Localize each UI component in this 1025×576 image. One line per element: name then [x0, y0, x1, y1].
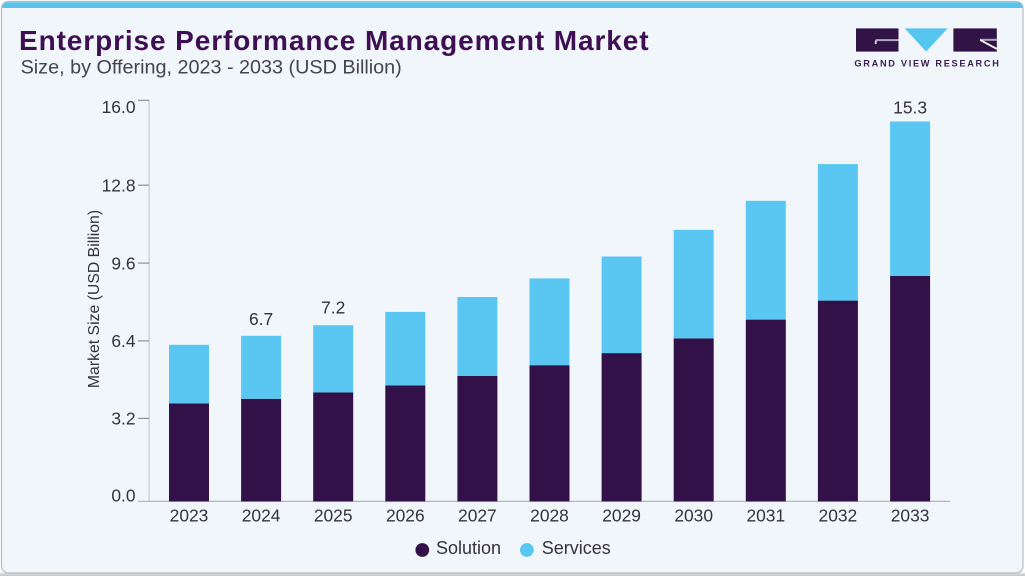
- svg-text:2033: 2033: [891, 506, 930, 526]
- svg-text:2024: 2024: [242, 506, 281, 526]
- svg-text:Enterprise Performance Managem: Enterprise Performance Management Market: [19, 25, 649, 56]
- svg-text:2029: 2029: [602, 506, 641, 526]
- svg-text:2032: 2032: [819, 506, 858, 526]
- svg-text:6.4: 6.4: [111, 331, 136, 351]
- svg-text:15.3: 15.3: [893, 98, 927, 118]
- svg-text:2025: 2025: [314, 506, 353, 526]
- svg-text:2027: 2027: [458, 506, 497, 526]
- svg-text:9.6: 9.6: [111, 253, 135, 273]
- svg-text:16.0: 16.0: [102, 97, 136, 117]
- svg-text:2031: 2031: [746, 506, 785, 526]
- svg-text:2028: 2028: [530, 506, 569, 526]
- svg-text:2026: 2026: [386, 506, 425, 526]
- svg-text:6.7: 6.7: [249, 309, 273, 329]
- svg-text:12.8: 12.8: [102, 176, 136, 196]
- svg-text:Market Size (USD Billion): Market Size (USD Billion): [86, 210, 103, 388]
- svg-text:GRAND VIEW RESEARCH: GRAND VIEW RESEARCH: [854, 58, 1000, 68]
- svg-text:Services: Services: [542, 538, 611, 558]
- svg-text:3.2: 3.2: [111, 409, 135, 429]
- svg-text:Solution: Solution: [436, 538, 501, 558]
- svg-text:7.2: 7.2: [321, 298, 345, 318]
- svg-text:0.0: 0.0: [111, 485, 135, 505]
- svg-text:2030: 2030: [674, 506, 713, 526]
- svg-text:Size, by Offering, 2023 - 2033: Size, by Offering, 2023 - 2033 (USD Bill…: [21, 56, 402, 78]
- svg-text:2023: 2023: [170, 506, 209, 526]
